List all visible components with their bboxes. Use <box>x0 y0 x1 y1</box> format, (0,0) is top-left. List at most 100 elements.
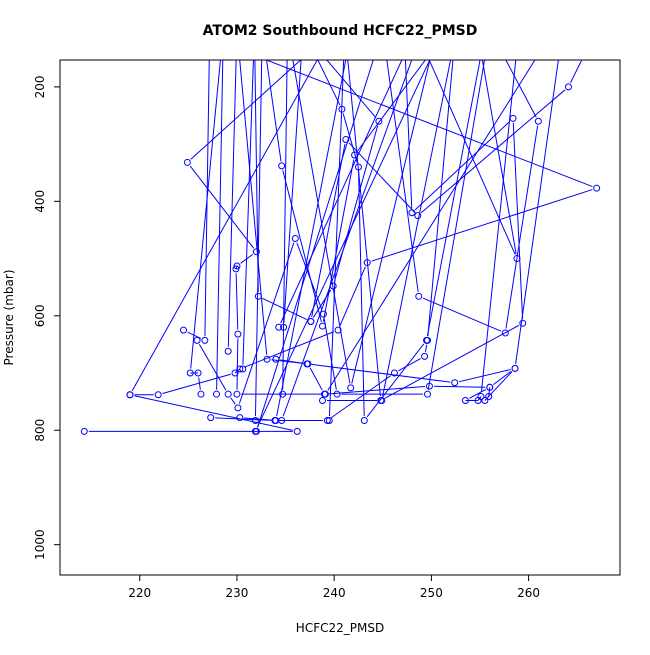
data-point <box>233 390 241 398</box>
data-point <box>186 369 194 377</box>
data-point <box>278 162 286 170</box>
series-segment <box>311 363 451 383</box>
data-point <box>239 365 247 373</box>
series-segment <box>493 370 512 386</box>
series-segment <box>458 368 511 383</box>
data-point <box>486 383 494 391</box>
series-segment <box>189 165 255 249</box>
data-point <box>415 292 423 300</box>
series-segment <box>326 60 377 119</box>
series-segment <box>190 60 221 369</box>
series-segment <box>366 343 425 418</box>
data-point <box>234 404 242 412</box>
data-point <box>263 355 271 363</box>
series-segment <box>239 60 268 355</box>
series-segment <box>398 358 421 372</box>
data-point <box>509 114 517 122</box>
series-segment <box>198 344 227 391</box>
series-segment <box>328 386 425 395</box>
series-segment <box>488 387 491 397</box>
data-point <box>501 329 509 337</box>
x-axis: 220 230 240 250 260 <box>128 575 540 600</box>
series-segment <box>190 60 302 160</box>
y-tick-label: 1000 <box>33 529 47 560</box>
data-point <box>179 326 187 334</box>
data-point <box>197 390 205 398</box>
data-point <box>323 417 331 424</box>
data-point <box>375 117 383 125</box>
data-series <box>279 60 431 398</box>
data-point <box>272 355 280 363</box>
y-axis: 200 400 600 800 1000 <box>33 75 60 560</box>
series-segment <box>198 377 201 390</box>
series-segment <box>236 338 239 390</box>
series-segment <box>280 359 303 364</box>
data-series <box>275 60 521 331</box>
data-point <box>513 255 521 263</box>
data-series <box>186 60 224 398</box>
data-series <box>126 60 536 399</box>
series-segment <box>347 60 381 397</box>
data-point <box>564 83 572 91</box>
series-segment <box>570 60 583 84</box>
series-segment <box>384 324 520 399</box>
data-series <box>236 60 347 424</box>
data-point <box>342 136 350 144</box>
series-segment <box>428 60 516 255</box>
data-point <box>252 248 260 256</box>
series-segment <box>265 60 593 188</box>
x-axis-label: HCFC22_PMSD <box>296 621 384 635</box>
data-point <box>251 427 259 435</box>
series-segment <box>469 389 487 399</box>
data-point <box>334 326 342 334</box>
data-series <box>319 60 452 404</box>
data-point <box>485 392 493 400</box>
series-segment <box>371 189 593 262</box>
series-segment <box>243 331 335 368</box>
series-segment <box>292 60 351 384</box>
series-segment <box>204 60 210 336</box>
x-tick-label: 220 <box>128 586 151 600</box>
data-point <box>325 417 333 424</box>
data-point <box>319 322 326 330</box>
data-point <box>236 414 244 422</box>
data-point <box>593 184 601 192</box>
series-segment <box>426 60 481 337</box>
series-segment <box>266 60 282 162</box>
series-segment <box>312 289 332 318</box>
data-point <box>232 265 240 273</box>
data-series <box>251 60 426 424</box>
series-segment <box>254 60 259 292</box>
data-point <box>451 379 459 387</box>
data-point <box>511 364 519 372</box>
series-layer <box>80 60 601 435</box>
series-segment <box>282 60 413 417</box>
data-point <box>423 336 431 344</box>
data-point <box>251 417 259 424</box>
data-point <box>307 318 315 326</box>
series-segment <box>427 60 454 336</box>
y-axis-label: Pressure (mbar) <box>2 269 16 365</box>
data-point <box>519 319 527 327</box>
data-point <box>303 360 311 368</box>
data-point <box>234 330 242 338</box>
y-tick-label: 400 <box>33 190 47 213</box>
x-tick-label: 260 <box>517 586 540 600</box>
data-series <box>272 60 519 404</box>
data-point <box>293 427 301 435</box>
data-point <box>231 369 239 377</box>
data-point <box>224 390 232 398</box>
data-series <box>280 60 481 424</box>
series-segment <box>322 159 355 322</box>
data-point <box>80 427 88 435</box>
data-point <box>272 417 280 424</box>
data-point <box>424 390 431 398</box>
series-segment <box>427 60 486 390</box>
series-segment <box>283 60 302 323</box>
series-segment <box>342 113 358 163</box>
x-tick-label: 230 <box>225 586 248 600</box>
y-tick-label: 800 <box>33 419 47 442</box>
series-segment <box>515 60 559 365</box>
series-segment <box>280 60 403 324</box>
series-segment <box>327 60 536 391</box>
